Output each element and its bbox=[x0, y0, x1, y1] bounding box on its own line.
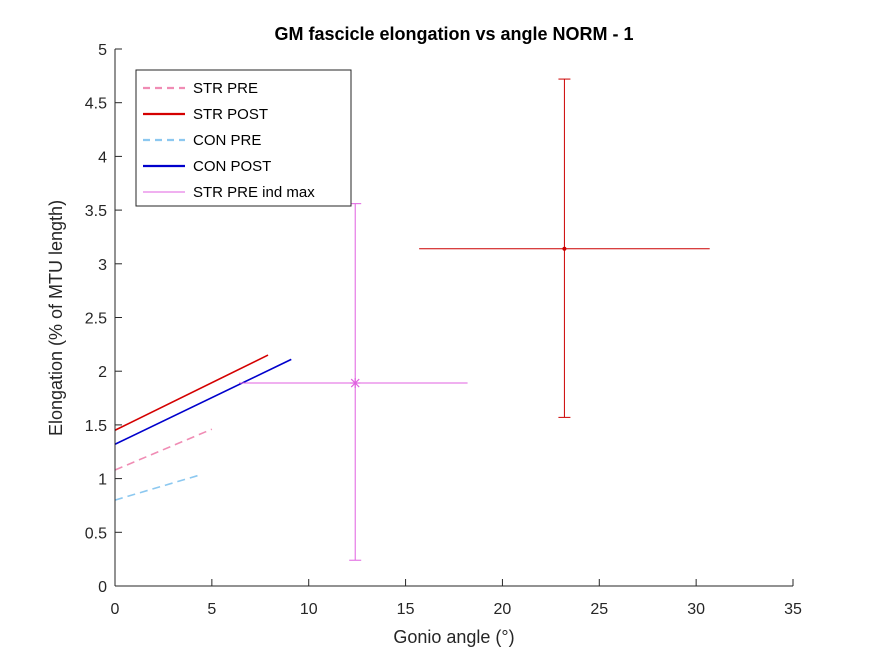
legend-label: STR PRE bbox=[193, 80, 258, 97]
series-line-2 bbox=[114, 473, 203, 501]
y-axis-label: Elongation (% of MTU length) bbox=[46, 200, 66, 436]
y-tick-label: 0.5 bbox=[85, 525, 107, 542]
dot-marker bbox=[562, 246, 567, 251]
error-marker-1 bbox=[419, 78, 710, 418]
y-tick-label: 5 bbox=[98, 42, 107, 59]
y-tick-label: 4.5 bbox=[85, 96, 107, 113]
y-tick-label: 2.5 bbox=[85, 311, 107, 328]
x-tick-label: 5 bbox=[207, 601, 216, 618]
legend-label: STR PRE ind max bbox=[193, 184, 315, 201]
x-axis-label: Gonio angle (°) bbox=[393, 627, 514, 647]
x-tick-label: 30 bbox=[687, 601, 705, 618]
x-tick-label: 15 bbox=[397, 601, 415, 618]
legend: STR PRE STR POST CON PRE CON POST STR PRE in… bbox=[135, 69, 352, 207]
legend-label: CON PRE bbox=[193, 132, 261, 149]
y-tick-label: 2 bbox=[98, 364, 107, 381]
x-tick-label: 35 bbox=[784, 601, 802, 618]
x-tick-label: 20 bbox=[494, 601, 512, 618]
y-tick-label: 3 bbox=[98, 257, 107, 274]
x-tick-label: 25 bbox=[590, 601, 608, 618]
series-line-0 bbox=[114, 428, 213, 471]
legend-label: CON POST bbox=[193, 158, 271, 175]
axes: 0 5 10 15 20 25 30 35 0 0.5 1 1.5 2 2.5 3 3.5 4 4.5 5 bbox=[85, 42, 802, 618]
y-tick-label: 1 bbox=[98, 472, 107, 489]
x-tick-label: 10 bbox=[300, 601, 318, 618]
y-tick-label: 1.5 bbox=[85, 418, 107, 435]
y-tick-label: 0 bbox=[98, 579, 107, 596]
y-tick-label: 3.5 bbox=[85, 203, 107, 220]
y-tick-label: 4 bbox=[98, 149, 107, 166]
x-tick-label: 0 bbox=[111, 601, 120, 618]
chart-title: GM fascicle elongation vs angle NORM - 1 bbox=[274, 24, 633, 44]
series-line-1 bbox=[114, 354, 269, 431]
series-line-3 bbox=[114, 358, 292, 445]
legend-label: STR POST bbox=[193, 106, 268, 123]
legend-box bbox=[135, 69, 352, 207]
asterisk-marker-d2 bbox=[350, 378, 360, 388]
series-layer bbox=[114, 354, 292, 501]
